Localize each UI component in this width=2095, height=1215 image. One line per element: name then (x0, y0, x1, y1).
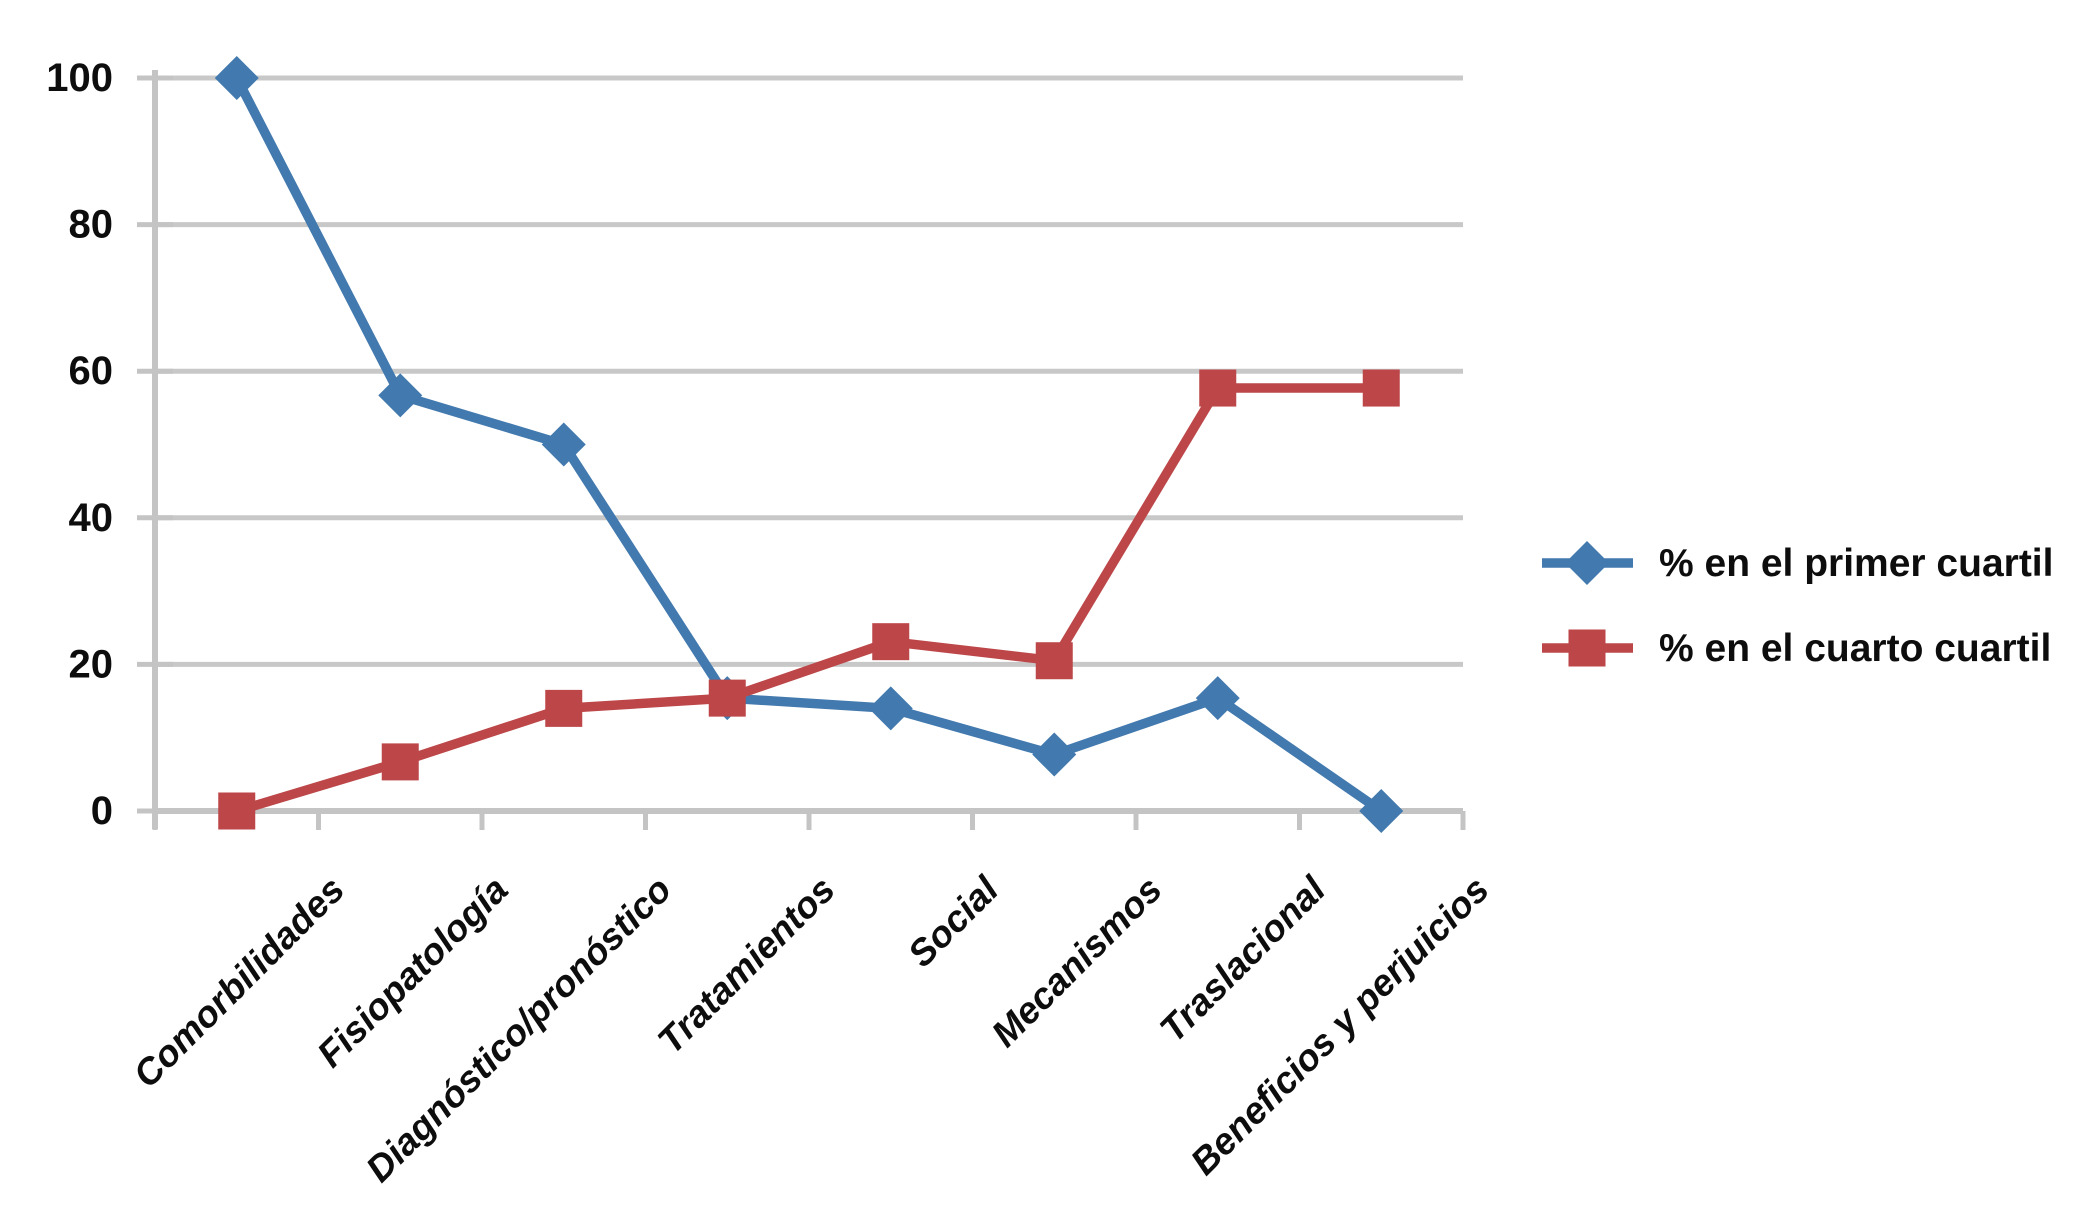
x-axis-labels: ComorbilidadesFisiopatologíaDiagnóstico/… (125, 868, 1496, 1190)
legend-label: % en el cuarto cuartil (1659, 627, 2051, 670)
diamond-marker (1032, 732, 1077, 777)
diamond-marker (1359, 789, 1404, 833)
x-category-label: Comorbilidades (125, 869, 352, 1096)
square-marker (381, 743, 419, 781)
legend-item-0: % en el primer cuartil (1542, 541, 2053, 585)
y-tick-label: 0 (91, 789, 113, 833)
square-marker (1035, 642, 1073, 680)
square-marker (1568, 629, 1606, 667)
y-tick-label: 20 (69, 642, 114, 686)
square-marker (708, 679, 746, 717)
y-tick-label: 80 (69, 203, 114, 247)
y-axis-labels: 0 20 40 60 80 100 (46, 56, 113, 833)
x-category-label: Social (900, 868, 1007, 975)
diamond-marker (1195, 676, 1240, 721)
square-marker (1199, 369, 1237, 407)
series-line-1 (235, 383, 1382, 816)
diamond-marker (868, 686, 913, 731)
x-category-label: Mecanismos (984, 869, 1170, 1055)
series-line-0 (232, 75, 1384, 815)
x-category-label: Beneficios y perjuicios (1183, 869, 1497, 1183)
x-category-label: Traslacional (1152, 868, 1334, 1050)
legend: % en el primer cuartil % en el cuarto cua… (1542, 541, 2053, 670)
square-marker (218, 792, 256, 830)
legend-item-1: % en el cuarto cuartil (1542, 627, 2051, 670)
x-category-label: Diagnóstico/pronóstico (358, 869, 679, 1190)
diamond-marker (378, 373, 423, 418)
square-marker (1362, 369, 1400, 407)
square-marker (872, 623, 910, 661)
diamond-marker (541, 422, 586, 467)
series-0 (214, 56, 1404, 833)
y-tick-label: 40 (69, 496, 114, 540)
y-tick-label: 100 (46, 56, 113, 100)
square-marker (545, 689, 583, 727)
y-tick-label: 60 (69, 349, 114, 393)
series-1 (218, 369, 1400, 830)
diamond-marker (214, 56, 259, 100)
diamond-marker (1565, 541, 1609, 585)
axes (137, 70, 1466, 830)
legend-label: % en el primer cuartil (1659, 542, 2053, 585)
